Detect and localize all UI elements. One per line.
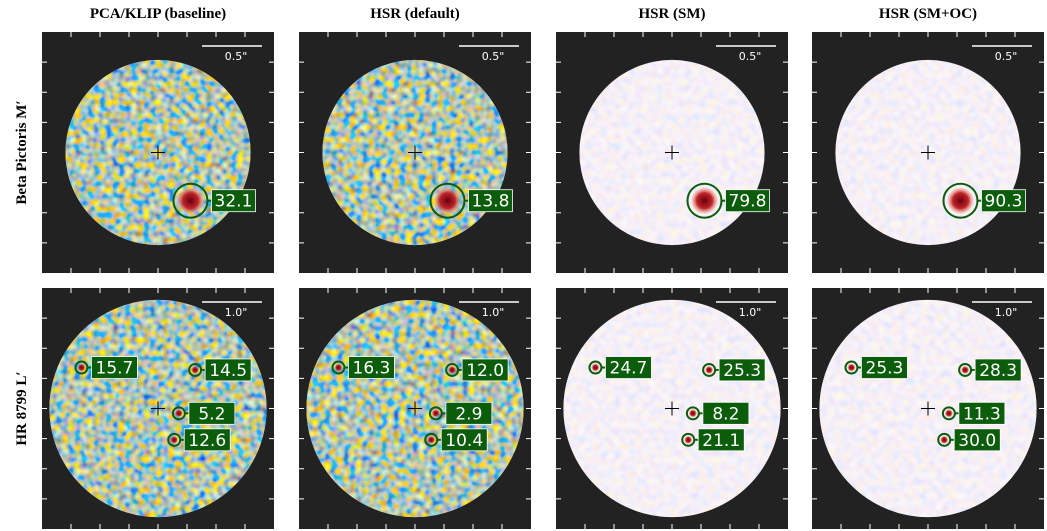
snr-label: 13.8: [472, 192, 510, 212]
planet: [947, 188, 973, 214]
scale-label: 1.0": [225, 306, 248, 319]
planet: [684, 436, 692, 444]
panel: 1.0" 25.3 28.3 11.3 30.0: [812, 288, 1044, 529]
scale-label: 1.0": [739, 306, 762, 319]
planet: [847, 364, 855, 372]
planet: [689, 409, 697, 417]
planet: [177, 188, 203, 214]
planet: [77, 364, 85, 372]
panel: 0.5" 13.8: [299, 32, 531, 273]
panel: 0.5" 32.1: [42, 32, 274, 273]
snr-label: 28.3: [979, 361, 1017, 381]
planet: [591, 364, 599, 372]
snr-label: 79.8: [729, 192, 767, 212]
row-label: Beta Pictoris M′: [14, 100, 30, 204]
planet: [705, 366, 713, 374]
panel: 0.5" 90.3: [812, 32, 1044, 273]
planet: [175, 409, 183, 417]
column-title: HSR (SM): [638, 6, 705, 22]
planet: [427, 436, 435, 444]
scale-label: 0.5": [739, 50, 762, 63]
snr-label: 2.9: [455, 404, 482, 424]
column-title: HSR (SM+OC): [879, 6, 977, 22]
snr-label: 14.5: [209, 361, 247, 381]
figure: PCA/KLIP (baseline) HSR (default) HSR (SM)…: [0, 0, 1047, 531]
snr-label: 11.3: [963, 404, 1001, 424]
planet: [448, 366, 456, 374]
snr-label: 8.2: [712, 404, 739, 424]
planet: [691, 188, 717, 214]
column-title: PCA/KLIP (baseline): [90, 6, 226, 22]
planet: [434, 188, 460, 214]
scale-label: 1.0": [482, 306, 505, 319]
panel: 1.0" 24.7 25.3 8.2 21.1: [556, 288, 788, 529]
snr-label: 12.6: [188, 431, 226, 451]
snr-label: 32.1: [215, 192, 253, 212]
scale-label: 1.0": [995, 306, 1018, 319]
panel: 1.0" 16.3 12.0 2.9 10.4: [299, 288, 531, 529]
planet: [170, 436, 178, 444]
snr-label: 25.3: [866, 359, 904, 379]
snr-label: 25.3: [723, 361, 761, 381]
snr-label: 5.2: [198, 404, 225, 424]
snr-label: 24.7: [610, 359, 648, 379]
snr-label: 90.3: [985, 192, 1023, 212]
snr-label: 16.3: [353, 359, 391, 379]
scale-label: 0.5": [995, 50, 1018, 63]
snr-label: 10.4: [445, 431, 483, 451]
panel: 0.5" 79.8: [556, 32, 788, 273]
snr-label: 30.0: [958, 431, 996, 451]
row-label: HR 8799 L′: [14, 371, 30, 445]
column-title: HSR (default): [370, 6, 460, 22]
planet: [334, 364, 342, 372]
panel: 1.0" 15.7 14.5 5.2 12.6: [42, 288, 274, 529]
planet: [191, 366, 199, 374]
scale-label: 0.5": [225, 50, 248, 63]
scale-label: 0.5": [482, 50, 505, 63]
planet: [961, 366, 969, 374]
planet: [432, 409, 440, 417]
planet: [940, 436, 948, 444]
snr-label: 21.1: [702, 431, 740, 451]
snr-label: 12.0: [466, 361, 504, 381]
planet: [945, 409, 953, 417]
snr-label: 15.7: [96, 359, 134, 379]
